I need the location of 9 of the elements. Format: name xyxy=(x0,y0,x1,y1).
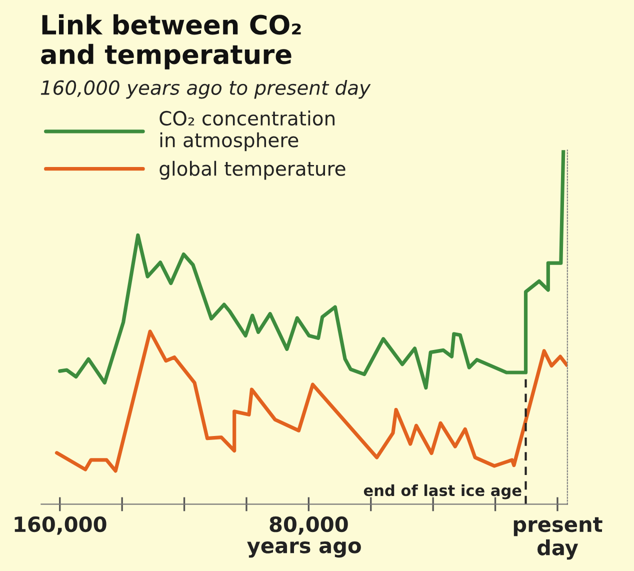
legend-label: global temperature xyxy=(160,160,346,180)
x-axis-title: years ago xyxy=(247,541,361,558)
chart-subtitle: 160,000 years ago to present day xyxy=(40,80,371,99)
chart-title: Link between CO₂ and temperature xyxy=(41,14,301,70)
legend-label: CO₂ concentration in atmosphere xyxy=(160,110,334,152)
x-tick-label: present day xyxy=(514,517,602,560)
ref-line-label: end of last ice age xyxy=(364,484,522,500)
x-tick-label: 80,000 xyxy=(270,516,348,535)
x-tick-label: 160,000 xyxy=(14,516,106,535)
